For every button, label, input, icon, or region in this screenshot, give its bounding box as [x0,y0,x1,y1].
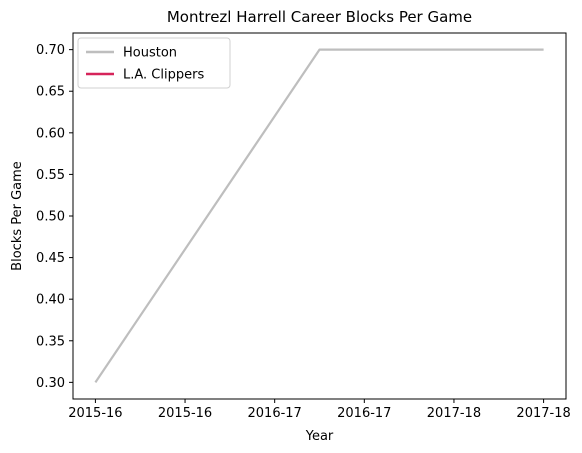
y-tick-label: 0.65 [36,85,65,100]
legend-label: Houston [123,46,177,61]
y-tick-label: 0.50 [36,210,65,225]
y-axis-label: Blocks Per Game [10,161,25,271]
x-tick-label: 2015-16 [158,406,212,421]
legend: Houston L.A. Clippers [77,37,231,89]
legend-label: L.A. Clippers [123,68,204,83]
x-tick-label: 2015-16 [68,406,122,421]
y-tick-label: 0.30 [36,376,65,391]
y-tick-label: 0.35 [36,334,65,349]
legend-box [77,37,231,89]
series-layer [94,48,544,383]
x-tick-label: 2017-18 [427,406,481,421]
y-tick-label: 0.40 [36,293,65,308]
x-tick-label: 2016-17 [248,406,302,421]
y-tick-label: 0.70 [36,43,65,58]
y-tick-label: 0.45 [36,251,65,266]
y-tick-label: 0.60 [36,126,65,141]
y-tick-label: 0.55 [36,168,65,183]
x-axis: 2015-16 2015-16 2016-17 2016-17 2017-18 2017-… [68,399,571,421]
x-axis-label: Year [305,429,334,444]
chart-title: Montrezl Harrell Career Blocks Per Game [167,8,472,26]
x-tick-label: 2017-18 [516,406,570,421]
x-tick-label: 2016-17 [337,406,391,421]
y-axis: 0.30 0.35 0.40 0.45 0.50 0.55 0.60 0.65 0.70 [36,43,73,391]
series-line-houston [94,48,544,383]
